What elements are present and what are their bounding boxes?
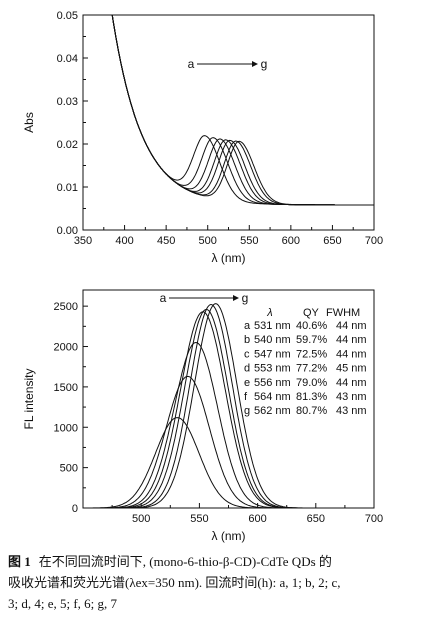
fl-series-d	[88, 311, 374, 508]
abs-xtick-label: 550	[240, 235, 258, 247]
fl-xtick-label: 600	[248, 513, 266, 525]
fl-annotation-arrowhead	[233, 295, 239, 301]
caption-label: 图 1	[8, 554, 31, 569]
abs-ytick-label: 0.00	[57, 225, 78, 237]
fl-ytick-label: 500	[60, 463, 78, 475]
figure-caption: 图 1 在不同回流时间下, (mono-6-thio-β-CD)-CdTe QDs…	[8, 551, 436, 614]
fl-table-fwhm: 43 nm	[336, 391, 367, 403]
fl-frame	[82, 289, 375, 509]
abs-ytick-label: 0.05	[57, 10, 78, 22]
abs-xtick-label: 450	[157, 235, 175, 247]
fl-ytick-label: 1500	[54, 382, 78, 394]
fl-table-fwhm: 44 nm	[336, 320, 367, 332]
fl-ytick-label: 2000	[54, 342, 78, 354]
fl-table-id: a	[244, 320, 251, 332]
caption-line-2: 吸收光谱和荧光光谱(λex=350 nm). 回流时间(h): a, 1; b,…	[8, 575, 341, 590]
abs-ytick-label: 0.04	[57, 53, 78, 65]
fl-table-peak: 531 nm	[254, 320, 291, 332]
fl-table-header-qy: QY	[303, 307, 320, 319]
fl-series-c	[88, 341, 374, 508]
fl-annotation-end: g	[242, 291, 249, 305]
fl-table-fwhm: 44 nm	[336, 377, 367, 389]
fl-series-a	[88, 417, 374, 508]
fl-x-axis-label: λ (nm)	[212, 529, 246, 543]
fl-table-peak: 547 nm	[254, 348, 291, 360]
fl-table-header-lambda: λ	[266, 307, 272, 319]
fl-table-fwhm: 44 nm	[336, 348, 367, 360]
fl-table-qy: 40.6%	[296, 320, 327, 332]
fl-table-qy: 79.0%	[296, 377, 327, 389]
fl-table-id: c	[244, 348, 250, 360]
fl-table-id: b	[244, 334, 250, 346]
abs-xtick-label: 600	[282, 235, 300, 247]
abs-frame	[82, 14, 375, 231]
fl-table-qy: 59.7%	[296, 334, 327, 346]
abs-ytick-label: 0.03	[57, 96, 78, 108]
fl-series-b	[88, 375, 374, 508]
abs-ytick-label: 0.02	[57, 139, 78, 151]
abs-xtick-label: 350	[74, 235, 92, 247]
fl-table-fwhm: 44 nm	[336, 334, 367, 346]
fl-table-header-fwhm: FWHM	[326, 307, 360, 319]
abs-annotation-end: g	[261, 57, 268, 71]
fl-table-qy: 81.3%	[296, 391, 327, 403]
abs-series-g	[111, 15, 374, 206]
fl-table-fwhm: 43 nm	[336, 405, 367, 417]
fl-table-peak: 562 nm	[254, 405, 291, 417]
abs-ytick-label: 0.01	[57, 182, 78, 194]
fl-table-fwhm: 45 nm	[336, 363, 367, 375]
fl-ytick-label: 0	[72, 503, 78, 515]
abs-xtick-label: 400	[115, 235, 133, 247]
figure: 350 400 450 500 550 600 650 700 0.00 0.01 0.02 0.03…	[22, 10, 383, 543]
caption-line-1: 在不同回流时间下, (mono-6-thio-β-CD)-CdTe QDs 的	[38, 554, 332, 569]
fl-table-id: d	[244, 363, 250, 375]
fl-table-qy: 80.7%	[296, 405, 327, 417]
fl-table-peak: 564 nm	[254, 391, 291, 403]
fl-series-e	[88, 308, 374, 508]
abs-annotation-arrowhead	[252, 61, 258, 67]
fl-table-peak: 553 nm	[254, 363, 291, 375]
fl-table-qy: 77.2%	[296, 363, 327, 375]
abs-x-axis-label: λ (nm)	[212, 251, 246, 265]
fl-table-id: e	[244, 377, 250, 389]
fl-annotation-start: a	[160, 291, 167, 305]
abs-annotation-start: a	[188, 57, 195, 71]
fl-xtick-label: 650	[307, 513, 325, 525]
fl-ytick-label: 1000	[54, 422, 78, 434]
caption-line-3: 3; d, 4; e, 5; f, 6; g, 7	[8, 596, 118, 611]
abs-xtick-label: 500	[199, 235, 217, 247]
fl-table-peak: 540 nm	[254, 334, 291, 346]
fl-xtick-label: 700	[365, 513, 383, 525]
fl-table-peak: 556 nm	[254, 377, 291, 389]
abs-xtick-label: 650	[323, 235, 341, 247]
abs-y-axis-label: Abs	[22, 112, 36, 133]
fl-xtick-label: 550	[190, 513, 208, 525]
fl-curves	[88, 303, 374, 508]
abs-xtick-label: 700	[365, 235, 383, 247]
fl-table-id: g	[244, 405, 250, 417]
fl-table-qy: 72.5%	[296, 348, 327, 360]
fl-ytick-label: 2500	[54, 301, 78, 313]
abs-curves	[111, 15, 374, 206]
fl-y-axis-label: FL intensity	[22, 369, 36, 430]
fl-xtick-label: 500	[132, 513, 150, 525]
fl-table-id: f	[244, 391, 248, 403]
